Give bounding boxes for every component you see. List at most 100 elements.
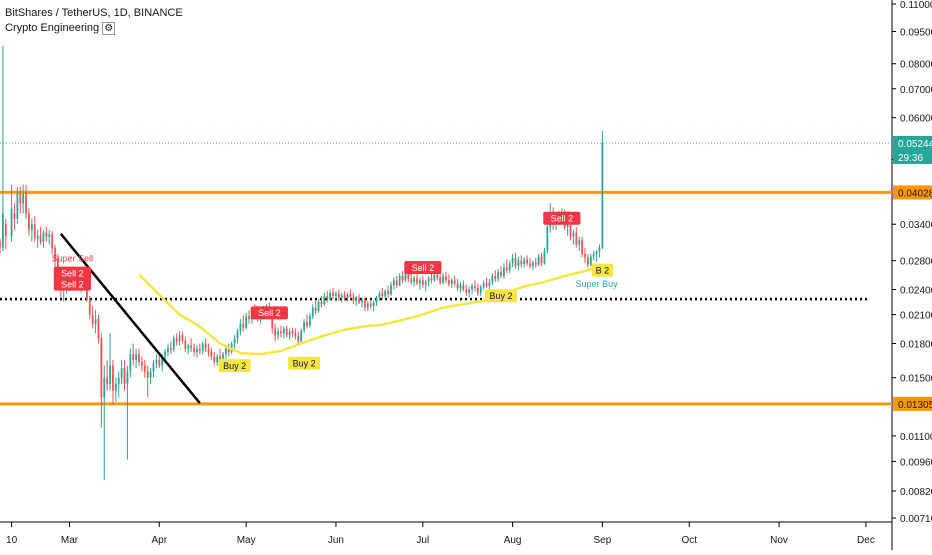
candle-body xyxy=(198,348,201,351)
candle-body xyxy=(28,213,30,230)
candle-body xyxy=(85,285,88,300)
candle-body xyxy=(146,371,149,378)
sell-badge-label: Sell 2 xyxy=(412,263,435,273)
symbol-title[interactable]: BitShares / TetherUS, 1D, BINANCE xyxy=(5,7,183,19)
candle-body xyxy=(178,335,181,342)
candle-body xyxy=(329,292,332,300)
candle-body xyxy=(511,257,514,264)
candle-body xyxy=(526,259,528,264)
buy-badge-label: B 2 xyxy=(596,266,610,276)
candle-body xyxy=(503,267,505,276)
settings-icon[interactable]: ⚙ xyxy=(102,22,116,35)
candle-body xyxy=(103,377,106,398)
candle-body xyxy=(132,354,135,360)
candle-body xyxy=(531,262,534,267)
sell-badge xyxy=(53,266,92,280)
candle-body xyxy=(117,377,120,385)
x-tick-label: May xyxy=(237,535,256,546)
candle-body xyxy=(566,223,569,228)
candle-body xyxy=(187,345,190,349)
candle-body xyxy=(141,362,143,366)
candle-body xyxy=(410,278,413,282)
buy-badge xyxy=(218,359,251,373)
candle-body xyxy=(291,331,294,334)
trendline xyxy=(59,233,201,404)
candle-body xyxy=(459,284,462,288)
candle-body xyxy=(581,240,584,255)
ma-line xyxy=(138,264,600,356)
candle-body xyxy=(106,377,109,385)
candle-body xyxy=(181,335,184,341)
candle-body xyxy=(193,347,195,353)
candle-body xyxy=(424,281,427,285)
candle-body xyxy=(219,356,222,359)
candle-body xyxy=(540,256,543,264)
candle-body xyxy=(167,347,169,353)
candle-body xyxy=(332,292,334,296)
candle-body xyxy=(227,348,230,353)
buy-badge xyxy=(288,356,321,370)
candle-body xyxy=(100,338,103,398)
candle-body xyxy=(320,301,323,305)
candle-body xyxy=(207,348,210,353)
x-tick-label: Nov xyxy=(770,535,788,546)
candle-body xyxy=(94,319,97,324)
candle-body xyxy=(242,323,245,328)
candle-body xyxy=(112,365,114,391)
candle-body xyxy=(584,254,586,258)
candle-body xyxy=(152,363,155,372)
candle-body xyxy=(285,328,288,336)
candle-body xyxy=(190,345,193,348)
indicator-name[interactable]: Crypto Engineering ⚙ xyxy=(5,21,183,36)
candle-body xyxy=(274,328,277,336)
plot-background xyxy=(0,0,892,522)
candle-body xyxy=(48,234,51,237)
candle-body xyxy=(33,224,36,239)
candle-body xyxy=(282,328,285,334)
candle-body xyxy=(505,267,508,271)
candle-body xyxy=(482,283,485,288)
candle-body xyxy=(572,232,575,237)
candle-body xyxy=(222,354,224,359)
candle-body xyxy=(427,278,430,282)
candle-body xyxy=(36,235,39,239)
candle-body xyxy=(210,352,213,357)
candle-body xyxy=(497,271,500,279)
candle-body xyxy=(364,299,366,308)
x-tick-label: 10 xyxy=(6,535,18,546)
candle-body xyxy=(126,371,129,385)
candle-body xyxy=(462,284,465,290)
candle-body xyxy=(366,303,369,308)
candle-body xyxy=(398,275,401,285)
candle-body xyxy=(465,289,468,293)
candle-body xyxy=(491,275,494,282)
candle-body xyxy=(303,321,305,331)
candle-body xyxy=(543,250,546,264)
candle-body xyxy=(314,307,317,312)
candle-body xyxy=(25,193,27,214)
candle-body xyxy=(355,298,358,301)
candle-body xyxy=(164,352,166,357)
candle-body xyxy=(4,224,7,236)
candle-body xyxy=(514,257,517,267)
candle-body xyxy=(245,316,248,328)
candle-body xyxy=(381,293,384,296)
candle-body xyxy=(471,285,473,290)
candle-body xyxy=(91,314,94,324)
candle-body xyxy=(233,338,236,344)
candle-body xyxy=(158,359,161,366)
candle-body xyxy=(288,331,291,336)
last-price-tag-text: 0.05244 xyxy=(898,139,932,150)
x-tick-label: Aug xyxy=(504,535,522,546)
candle-body xyxy=(401,275,404,281)
candle-body xyxy=(239,323,242,332)
candle-body xyxy=(358,298,361,303)
